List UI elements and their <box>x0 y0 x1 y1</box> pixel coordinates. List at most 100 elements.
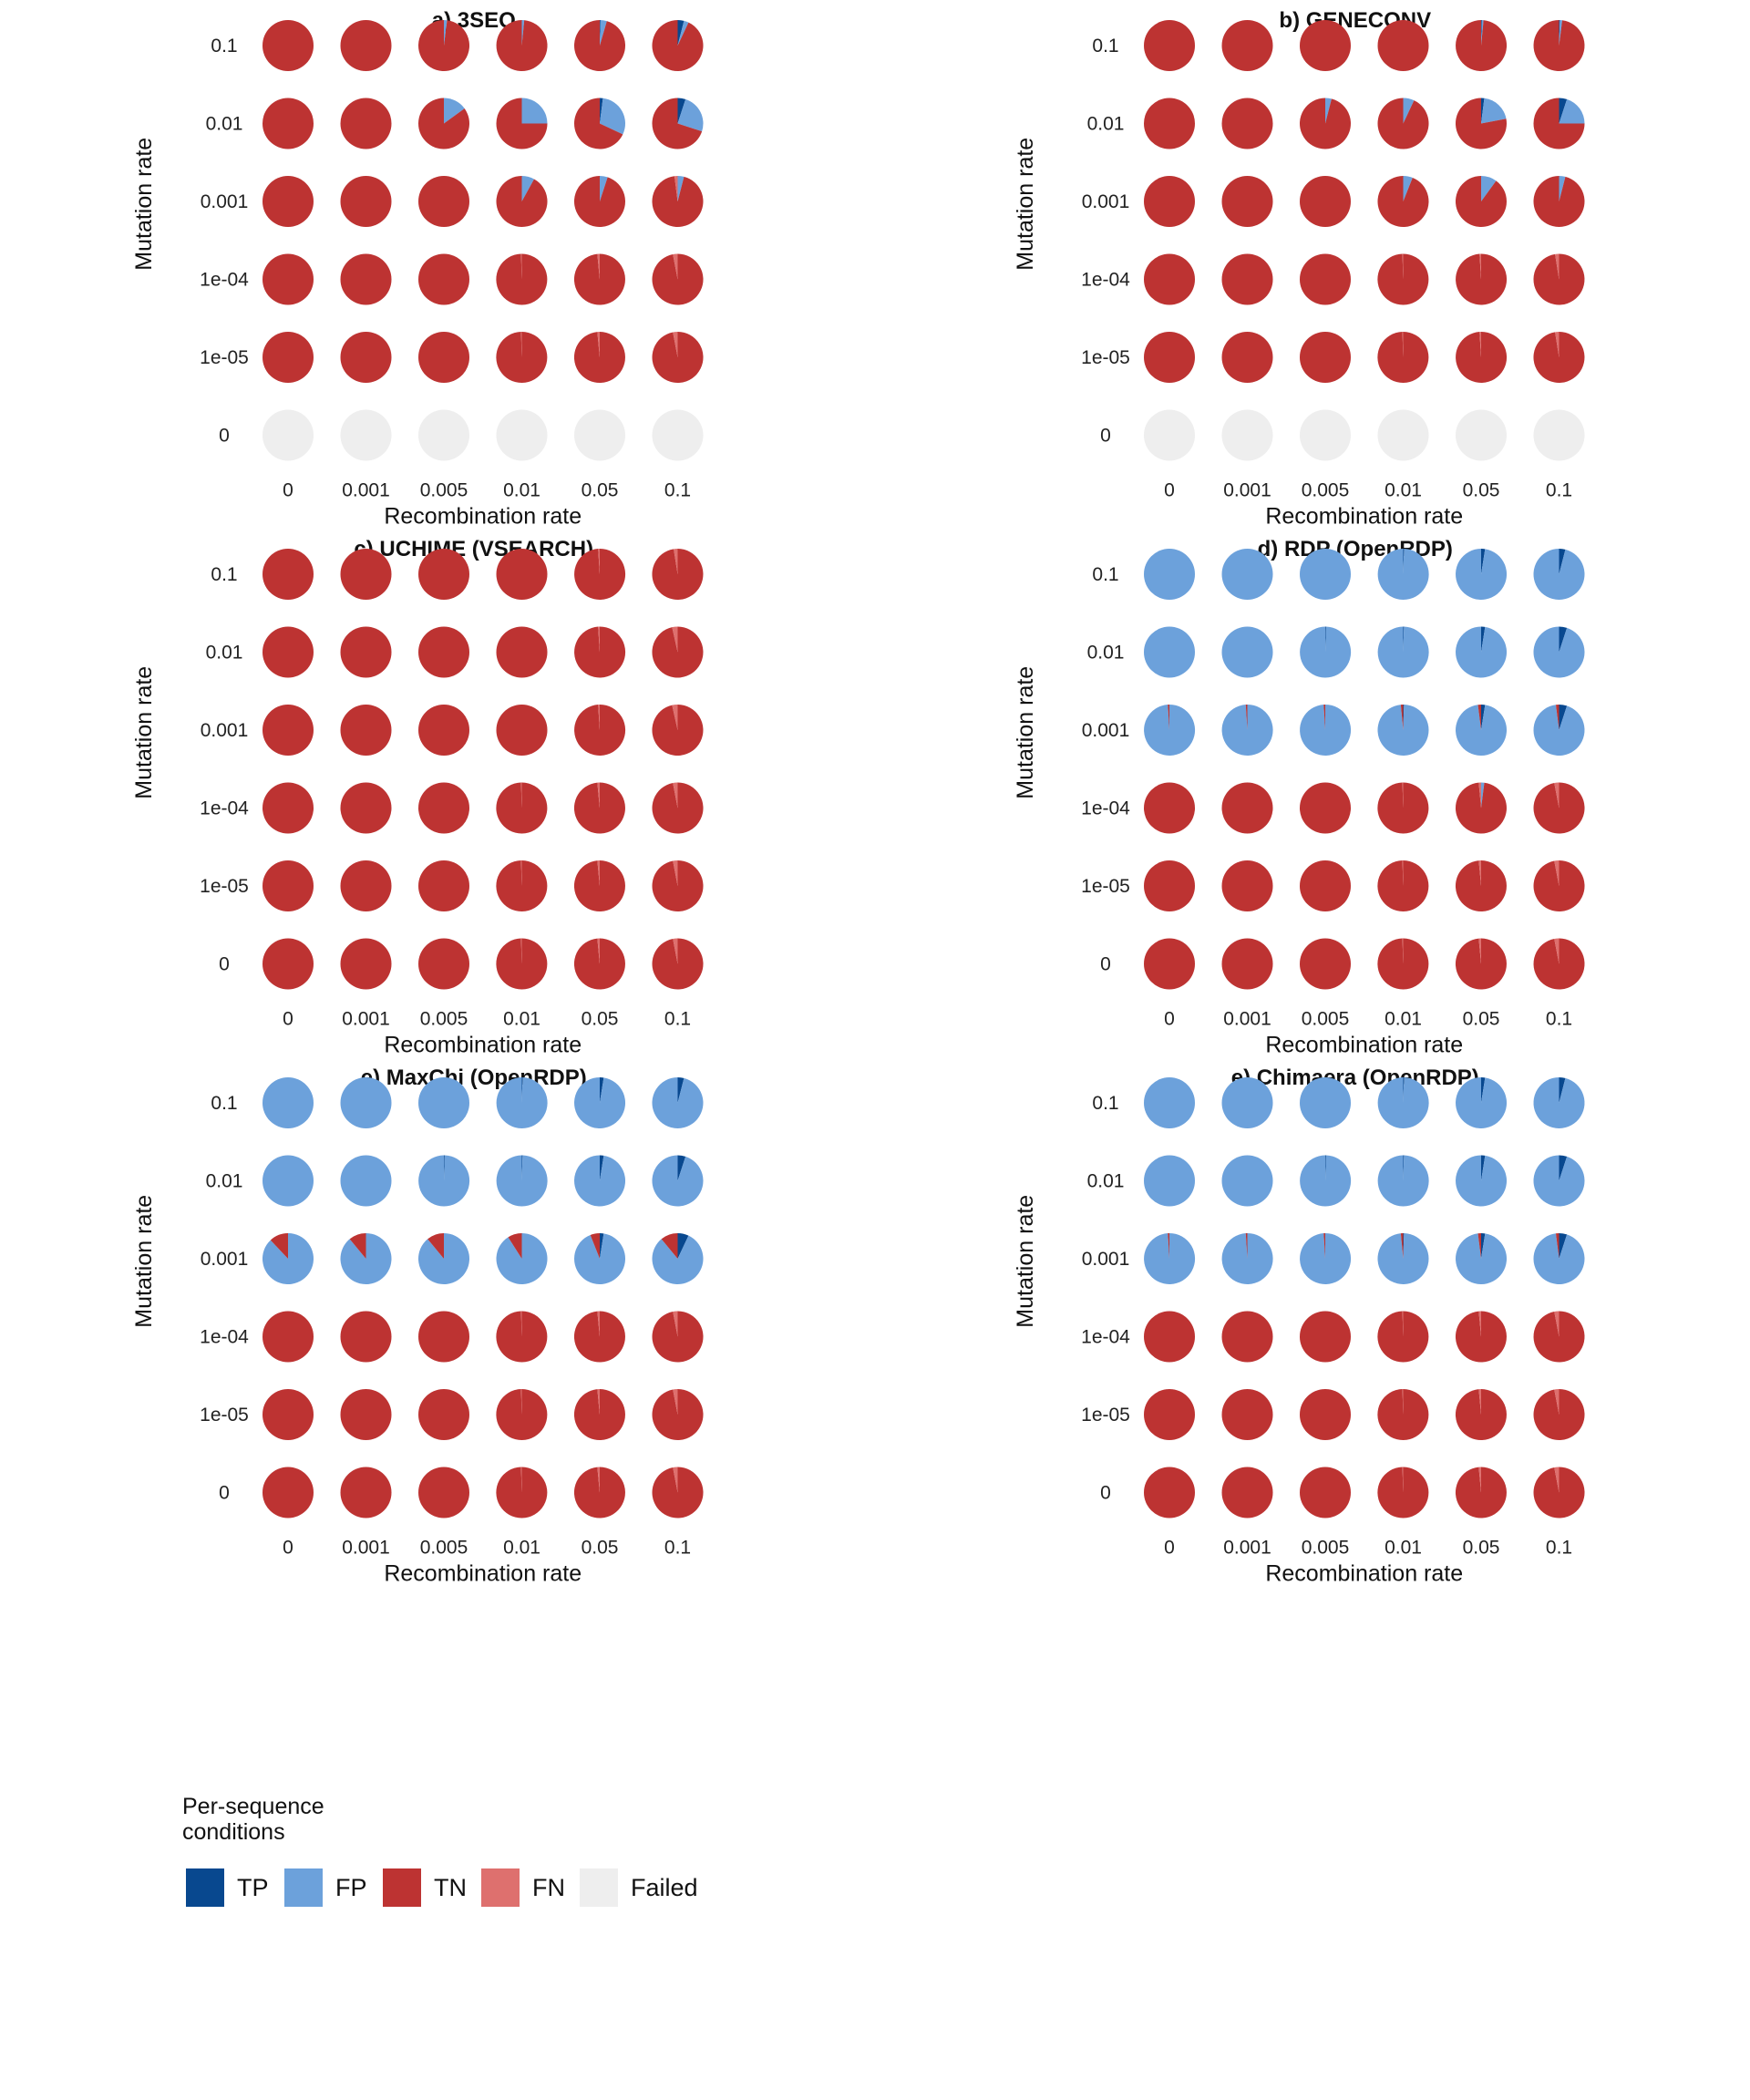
pie-b-geneconv-r5-c5 <box>1533 409 1585 461</box>
pie-e-chimaera-openrdp-r0-c5 <box>1533 1077 1585 1129</box>
pie-slice-fn <box>673 938 678 964</box>
pie-e-chimaera-openrdp-r2-c3 <box>1377 1232 1429 1284</box>
pie-c-uchime-vsearch-r3-c1 <box>340 782 392 834</box>
pie-e-chimaera-openrdp-r3-c3 <box>1377 1311 1429 1363</box>
pie-slice-tn <box>418 1389 469 1440</box>
pie-b-geneconv-r2-c3 <box>1377 176 1429 227</box>
pie-e-maxchi-openrdp-r2-c1 <box>340 1233 392 1285</box>
pie-e-chimaera-openrdp-r5-c3 <box>1377 1467 1429 1518</box>
pie-e-chimaera-openrdp-r4-c0 <box>1144 1389 1195 1440</box>
pie-slice-failed <box>652 409 704 461</box>
pie-slice-tn <box>270 1233 288 1259</box>
pie-slice-fp <box>262 1155 314 1207</box>
pie-slice-tp <box>1403 1076 1405 1103</box>
pie-slice-tn <box>340 1467 392 1518</box>
pie-slice-tn <box>340 1311 392 1363</box>
pie-slice-fn <box>1402 782 1404 808</box>
y-tick-label: 0.01 <box>1087 643 1125 664</box>
pie-slice-tn <box>1377 782 1429 834</box>
y-tick-label: 0 <box>219 426 230 447</box>
pie-c-uchime-vsearch-r0-c4 <box>574 548 626 600</box>
pie-slice-tn <box>1555 705 1560 730</box>
pie-slice-tn <box>573 175 625 227</box>
y-tick-label: 1e-05 <box>200 876 249 897</box>
y-tick-label: 0.01 <box>1087 114 1125 135</box>
pie-d-rdp-openrdp-r0-c3 <box>1377 548 1429 600</box>
pie-slice-fn <box>1402 1388 1404 1415</box>
pie-slice-tn <box>1533 98 1585 149</box>
panel-title: c) UCHIME (VSEARCH) <box>354 537 593 561</box>
pie-d-rdp-openrdp-r0-c2 <box>1300 549 1351 600</box>
pie-e-chimaera-openrdp-r1-c2 <box>1300 1155 1352 1207</box>
pie-slice-fp <box>262 1233 314 1284</box>
pie-slice-tn <box>574 626 626 678</box>
pie-slice-fp <box>1533 1233 1585 1284</box>
pie-slice-tn <box>1221 98 1273 149</box>
pie-c-uchime-vsearch-r5-c3 <box>496 938 548 990</box>
pie-slice-tn <box>1144 860 1195 911</box>
pie-c-uchime-vsearch-r5-c2 <box>418 938 469 990</box>
pie-slice-tn <box>1300 782 1351 834</box>
pie-e-maxchi-openrdp-r3-c1 <box>340 1311 392 1363</box>
pie-d-rdp-openrdp-r2-c1 <box>1221 704 1273 756</box>
pie-a-3seq-r1-c0 <box>262 98 314 149</box>
y-tick-label: 0.1 <box>1092 564 1118 585</box>
pie-slice-tn <box>496 253 548 305</box>
pie-slice-tn <box>496 549 548 600</box>
pie-slice-fn <box>598 626 600 653</box>
panel-e-chimaera-openrdp: e) Chimaera (OpenRDP) 0.1 0.01 0.001 1e-04 1e… <box>1013 1065 1585 1587</box>
pie-slice-fn <box>520 860 522 886</box>
pie-slice-tn <box>1455 782 1507 834</box>
pie-slice-tn <box>573 1311 625 1363</box>
pie-e-maxchi-openrdp-r4-c2 <box>418 1389 469 1440</box>
pie-slice-fp <box>496 1077 548 1128</box>
pie-slice-tn <box>1533 253 1585 305</box>
legend-label-tp: TP <box>237 1874 269 1901</box>
pie-slice-tp <box>1559 1233 1568 1259</box>
pie-b-geneconv-r3-c1 <box>1221 253 1273 305</box>
pie-e-maxchi-openrdp-r2-c2 <box>418 1233 470 1285</box>
x-tick-label: 0.001 <box>1223 480 1271 501</box>
pie-e-maxchi-openrdp-r4-c0 <box>262 1389 314 1440</box>
x-tick-label: 0 <box>283 1009 293 1030</box>
pie-slice-fn <box>1402 253 1404 280</box>
pie-slice-tn <box>1455 1467 1507 1518</box>
y-tick-label: 0.01 <box>206 643 243 664</box>
pie-slice-tn <box>1221 782 1273 834</box>
pie-e-chimaera-openrdp-r0-c2 <box>1300 1077 1351 1128</box>
pie-b-geneconv-r2-c2 <box>1300 176 1351 227</box>
pie-b-geneconv-r4-c3 <box>1377 331 1429 383</box>
legend-label-tn: TN <box>434 1874 467 1901</box>
pie-slice-tn <box>1477 705 1481 730</box>
pie-b-geneconv-r0-c1 <box>1221 20 1273 71</box>
pie-slice-fn <box>520 331 522 357</box>
pie-slice-fp <box>340 1233 392 1285</box>
pie-slice-tp <box>1481 549 1486 574</box>
x-tick-label: 0.005 <box>420 1009 468 1030</box>
pie-slice-fp <box>600 20 607 46</box>
pie-slice-fp <box>652 1235 704 1284</box>
legend-key-fn <box>481 1868 520 1907</box>
pie-slice-tn <box>573 1467 625 1518</box>
pie-d-rdp-openrdp-r2-c0 <box>1144 704 1196 756</box>
pie-slice-tp <box>1481 626 1486 653</box>
pie-e-chimaera-openrdp-r3-c4 <box>1455 1311 1507 1363</box>
pie-slice-tn <box>1221 1467 1273 1518</box>
pie-slice-fn <box>597 782 600 808</box>
pie-slice-fp <box>1456 1155 1508 1207</box>
pie-slice-tp <box>1325 1155 1326 1181</box>
y-tick-label: 0.01 <box>1087 1171 1125 1192</box>
pie-slice-fp <box>1300 1155 1352 1207</box>
pie-slice-tn <box>262 1389 314 1440</box>
legend-title-line1: Per-sequence <box>182 1794 324 1819</box>
pie-b-geneconv-r3-c0 <box>1144 253 1195 305</box>
pie-slice-tp <box>1481 705 1486 730</box>
pie-slice-failed <box>262 409 314 461</box>
y-tick-label: 0.001 <box>1082 191 1130 212</box>
y-tick-label: 1e-04 <box>200 270 249 291</box>
pie-d-rdp-openrdp-r4-c5 <box>1533 860 1585 911</box>
pie-slice-tn <box>418 20 470 71</box>
pie-slice-tn <box>262 20 314 71</box>
pie-slice-tn <box>418 549 469 600</box>
pie-slice-failed <box>418 409 469 461</box>
